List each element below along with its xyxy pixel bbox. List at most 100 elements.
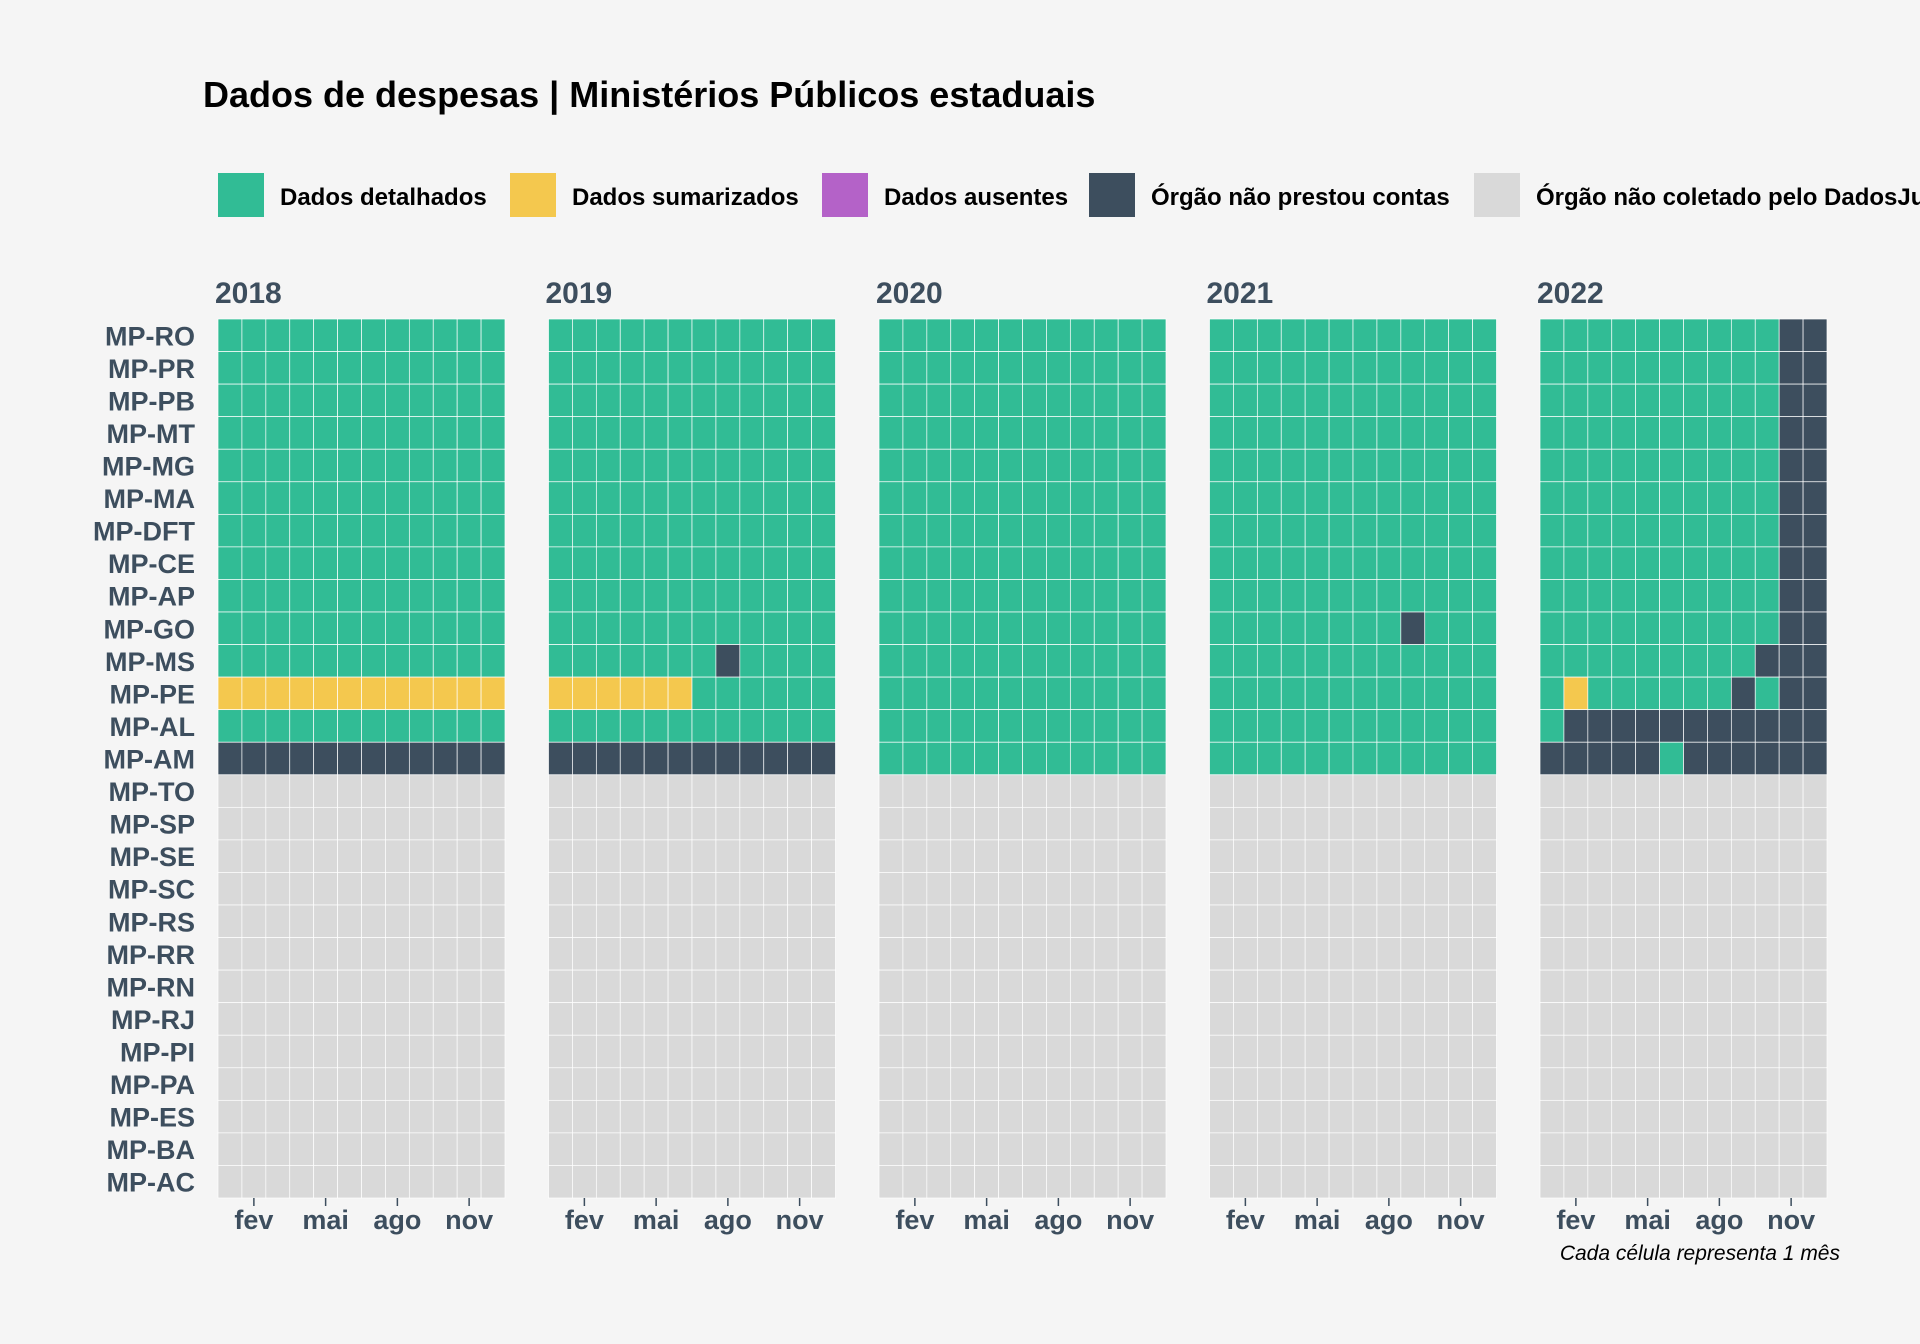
heatmap-cell [289, 448, 315, 483]
heatmap-cell [1707, 1099, 1732, 1134]
heatmap-cell [974, 774, 999, 808]
heatmap-cell [1256, 448, 1282, 483]
heatmap-cell [950, 1034, 976, 1069]
heatmap-cell [1233, 774, 1258, 808]
heatmap-cell [950, 644, 976, 678]
heatmap-cell [787, 448, 812, 483]
heatmap-cell [619, 969, 645, 1004]
row-label: MP-DFT [93, 517, 195, 547]
heatmap-cell [1069, 644, 1095, 678]
heatmap-cell [408, 351, 434, 385]
heatmap-cell [1069, 383, 1095, 418]
heatmap-cell [456, 904, 482, 938]
heatmap-cell [1683, 1034, 1708, 1069]
heatmap-cell [619, 1165, 645, 1199]
heatmap-cell [667, 383, 693, 418]
row-label: MP-PA [110, 1070, 195, 1100]
heatmap-cell [1563, 1034, 1589, 1069]
heatmap-cell [265, 448, 291, 483]
heatmap-cell [1046, 448, 1071, 483]
heatmap-cell [217, 513, 243, 548]
heatmap-cell [902, 513, 928, 548]
row-label: MP-CE [108, 549, 195, 579]
heatmap-cell [787, 1002, 812, 1036]
heatmap-cell [1448, 741, 1473, 776]
heatmap-cell [1802, 969, 1828, 1004]
heatmap-cell [361, 1099, 386, 1134]
heatmap-cell [1141, 546, 1167, 580]
heatmap-cell [480, 611, 506, 645]
heatmap-cell [1141, 806, 1167, 841]
heatmap-cell [1611, 481, 1637, 515]
heatmap-cell [1707, 741, 1732, 776]
heatmap-cell [1424, 416, 1450, 450]
heatmap-cell [217, 839, 243, 873]
heatmap-cell [1448, 416, 1473, 450]
heatmap-cell [902, 1034, 928, 1069]
heatmap-cell [667, 416, 693, 450]
heatmap-cell [361, 839, 386, 873]
heatmap-cell [739, 1034, 765, 1069]
legend-swatch [822, 173, 868, 217]
heatmap-cell [1280, 872, 1306, 906]
heatmap-cell [480, 1067, 506, 1101]
heatmap-cell [643, 513, 669, 548]
legend-item: Dados ausentes [822, 173, 1068, 217]
heatmap-cell [385, 546, 410, 580]
heatmap-cell [902, 448, 928, 483]
heatmap-cell [1802, 416, 1828, 450]
heatmap-cell [1424, 806, 1450, 841]
heatmap-cell [313, 448, 338, 483]
heatmap-cell [1233, 969, 1258, 1004]
heatmap-cell [926, 318, 952, 352]
heatmap-cell [667, 969, 693, 1004]
heatmap-cell [926, 383, 952, 418]
heatmap-cell [408, 318, 434, 352]
heatmap-cell [548, 839, 573, 873]
heatmap-cell [619, 676, 645, 711]
heatmap-cell [595, 351, 621, 385]
heatmap-cell [1141, 1099, 1167, 1134]
heatmap-cell [1563, 644, 1589, 678]
heatmap-cell [1730, 1067, 1756, 1101]
heatmap-cell [1472, 872, 1497, 906]
heatmap-cell [1635, 969, 1660, 1004]
heatmap-cell [361, 1034, 386, 1069]
heatmap-cell [643, 806, 669, 841]
heatmap-cell [432, 448, 458, 483]
heatmap-cell [432, 709, 458, 743]
heatmap-cell [763, 774, 789, 808]
heatmap-cell [1141, 1067, 1167, 1101]
heatmap-cell [1400, 872, 1426, 906]
heatmap-cell [1707, 774, 1732, 808]
heatmap-cell [1093, 806, 1119, 841]
heatmap-cell [691, 774, 717, 808]
heatmap-cell [1683, 513, 1708, 548]
heatmap-cell [902, 806, 928, 841]
heatmap-cell [1233, 904, 1258, 938]
heatmap-cell [950, 676, 976, 711]
heatmap-cell [1400, 969, 1426, 1004]
heatmap-cell [572, 1099, 597, 1134]
heatmap-cell [408, 806, 434, 841]
heatmap-cell [1376, 611, 1402, 645]
heatmap-cell [643, 904, 669, 938]
heatmap-cell [1635, 1132, 1660, 1166]
heatmap-cell [595, 1034, 621, 1069]
heatmap-cell [432, 969, 458, 1004]
heatmap-cell [1754, 611, 1780, 645]
heatmap-cell [1778, 1002, 1804, 1036]
heatmap-cell [1069, 741, 1095, 776]
heatmap-cell [1280, 806, 1306, 841]
heatmap-cell [1611, 351, 1637, 385]
heatmap-cell [950, 383, 976, 418]
heatmap-cell [241, 1099, 267, 1134]
heatmap-cell [456, 676, 482, 711]
heatmap-cell [548, 709, 573, 743]
heatmap-cell [361, 546, 386, 580]
heatmap-cell [1256, 579, 1282, 613]
heatmap-cell [361, 741, 386, 776]
heatmap-cell [1046, 1099, 1071, 1134]
heatmap-cell [1256, 839, 1282, 873]
heatmap-cell [1587, 872, 1613, 906]
